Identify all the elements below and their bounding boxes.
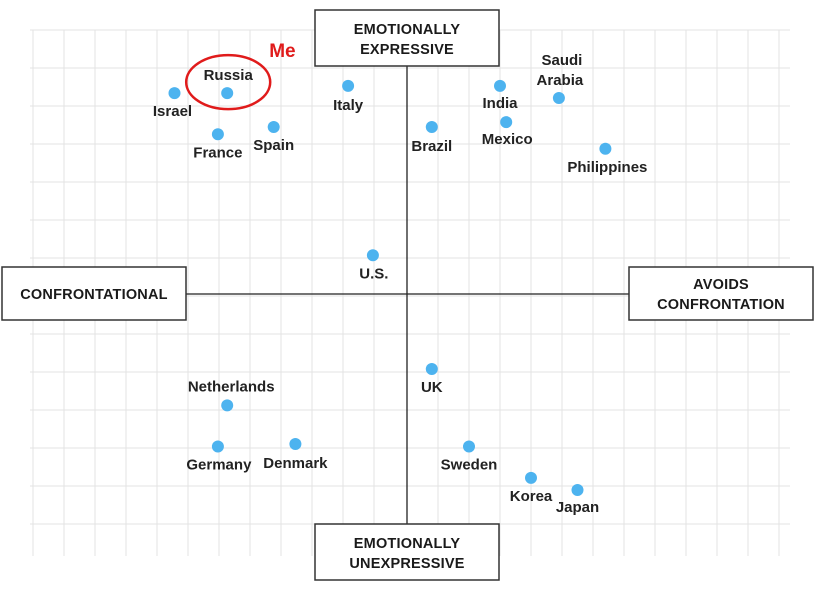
point-label-denmark: Denmark: [263, 455, 328, 472]
point-label-netherlands: Netherlands: [188, 378, 275, 395]
data-points: [168, 79, 612, 497]
point-label-saudi-arabia: Arabia: [537, 72, 584, 89]
axis-label-left-box: [1, 266, 187, 321]
point-label-italy: Italy: [333, 97, 364, 114]
highlight-ellipse: [184, 53, 272, 111]
point-netherlands: [221, 399, 234, 412]
point-denmark: [289, 438, 302, 451]
point-label-india: India: [482, 95, 518, 112]
point-label-korea: Korea: [510, 488, 553, 505]
axis-label-right-box: [628, 266, 814, 321]
point-label-philippines: Philippines: [567, 159, 647, 176]
point-saudi-arabia: [552, 91, 565, 104]
point-israel: [168, 87, 181, 100]
point-brazil: [425, 121, 438, 134]
annotation: Me: [184, 41, 296, 111]
point-label-israel: Israel: [153, 103, 192, 120]
axis-label-top-line1: EMOTIONALLY: [354, 22, 461, 38]
point-label-u-s: U.S.: [359, 265, 388, 282]
point-label-japan: Japan: [556, 499, 599, 516]
point-label-brazil: Brazil: [411, 138, 452, 155]
axis-label-top-line2: EXPRESSIVE: [360, 42, 454, 58]
axis-label-right: AVOIDS CONFRONTATION: [628, 266, 814, 321]
point-russia: [221, 87, 234, 100]
point-korea: [525, 471, 537, 484]
point-label-russia: Russia: [204, 67, 254, 84]
point-label-sweden: Sweden: [441, 456, 498, 473]
point-india: [494, 79, 506, 92]
point-label-mexico: Mexico: [482, 131, 533, 148]
point-germany: [211, 440, 224, 453]
point-uk: [425, 363, 438, 376]
axis-label-right-line1: AVOIDS: [693, 277, 749, 293]
axis-label-right-line2: CONFRONTATION: [657, 297, 785, 313]
point-label-uk: UK: [421, 379, 443, 396]
axis-label-left: CONFRONTATIONAL: [1, 266, 187, 321]
point-u-s: [366, 249, 379, 262]
point-label-saudi-arabia: Saudi: [541, 52, 582, 69]
point-label-spain: Spain: [253, 137, 294, 154]
point-mexico: [500, 116, 513, 129]
axis-label-bottom-line1: EMOTIONALLY: [354, 536, 461, 552]
axis-label-top-box: [314, 9, 500, 67]
point-italy: [342, 79, 355, 92]
point-japan: [571, 484, 584, 497]
axis-label-left-text: CONFRONTATIONAL: [20, 287, 167, 303]
point-france: [211, 128, 224, 141]
point-label-france: France: [193, 144, 242, 161]
point-sweden: [463, 440, 475, 453]
axis-label-bottom-line2: UNEXPRESSIVE: [349, 556, 464, 572]
axis-label-bottom: EMOTIONALLY UNEXPRESSIVE: [314, 523, 500, 581]
point-label-germany: Germany: [186, 456, 252, 473]
axis-label-bottom-box: [314, 523, 500, 581]
point-philippines: [599, 142, 612, 155]
point-spain: [267, 121, 280, 134]
annotation-text: Me: [269, 41, 295, 62]
data-labels: Israel Russia France Spain Italy Brazil India M…: [153, 52, 648, 516]
axis-label-top: EMOTIONALLY EXPRESSIVE: [314, 9, 500, 67]
